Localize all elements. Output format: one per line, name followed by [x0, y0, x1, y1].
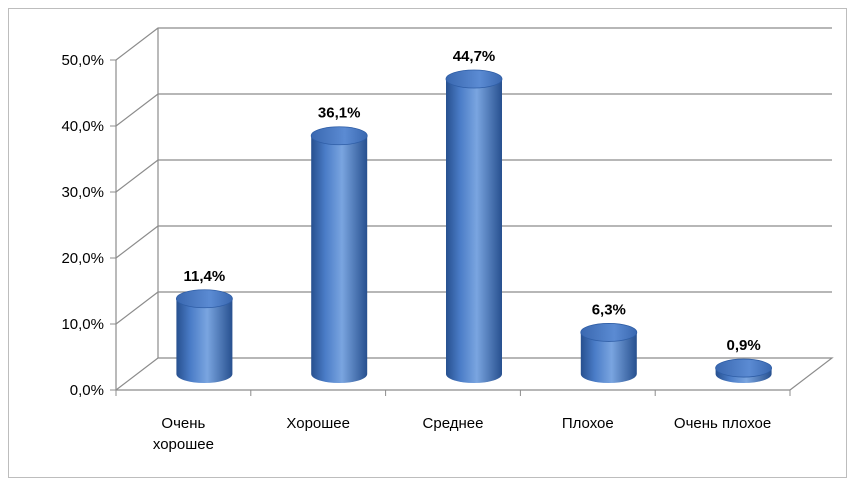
- data-label: 0,9%: [726, 337, 760, 354]
- bar: [445, 69, 503, 383]
- bar: [580, 323, 638, 383]
- bar-body: [176, 298, 233, 383]
- bar-body: [580, 332, 637, 383]
- bar: [175, 289, 233, 383]
- gridline: [115, 159, 832, 193]
- x-tick-label: Среднее: [423, 415, 484, 432]
- bar: [715, 358, 772, 383]
- bar-top: [175, 289, 233, 309]
- bar-top: [580, 323, 638, 342]
- bar-top: [310, 126, 368, 146]
- data-label: 6,3%: [592, 301, 626, 318]
- bar-body: [311, 135, 368, 383]
- bar-body: [446, 78, 502, 383]
- y-tick-label: 0,0%: [70, 382, 104, 399]
- y-tick-label: 30,0%: [61, 184, 104, 201]
- y-tick-label: 10,0%: [61, 316, 104, 333]
- data-label: 44,7%: [453, 48, 496, 65]
- x-tick-label: Плохое: [562, 415, 614, 432]
- bar: [310, 126, 368, 383]
- chart-frame: [8, 8, 847, 478]
- bar-top: [445, 69, 503, 89]
- x-tick-label: Очень хорошее: [153, 415, 214, 453]
- gridline: [115, 291, 832, 325]
- x-tick-label: Хорошее: [286, 415, 350, 432]
- data-label: 36,1%: [318, 105, 361, 122]
- y-tick-label: 50,0%: [61, 52, 104, 69]
- x-tick-label: Очень плохое: [674, 415, 771, 432]
- y-tick-label: 20,0%: [61, 250, 104, 267]
- gridline: [115, 225, 832, 259]
- gridline: [115, 93, 832, 127]
- gridline: [115, 27, 832, 61]
- data-label: 11,4%: [184, 268, 226, 285]
- y-tick-label: 40,0%: [61, 118, 104, 135]
- bar-top: [715, 358, 772, 378]
